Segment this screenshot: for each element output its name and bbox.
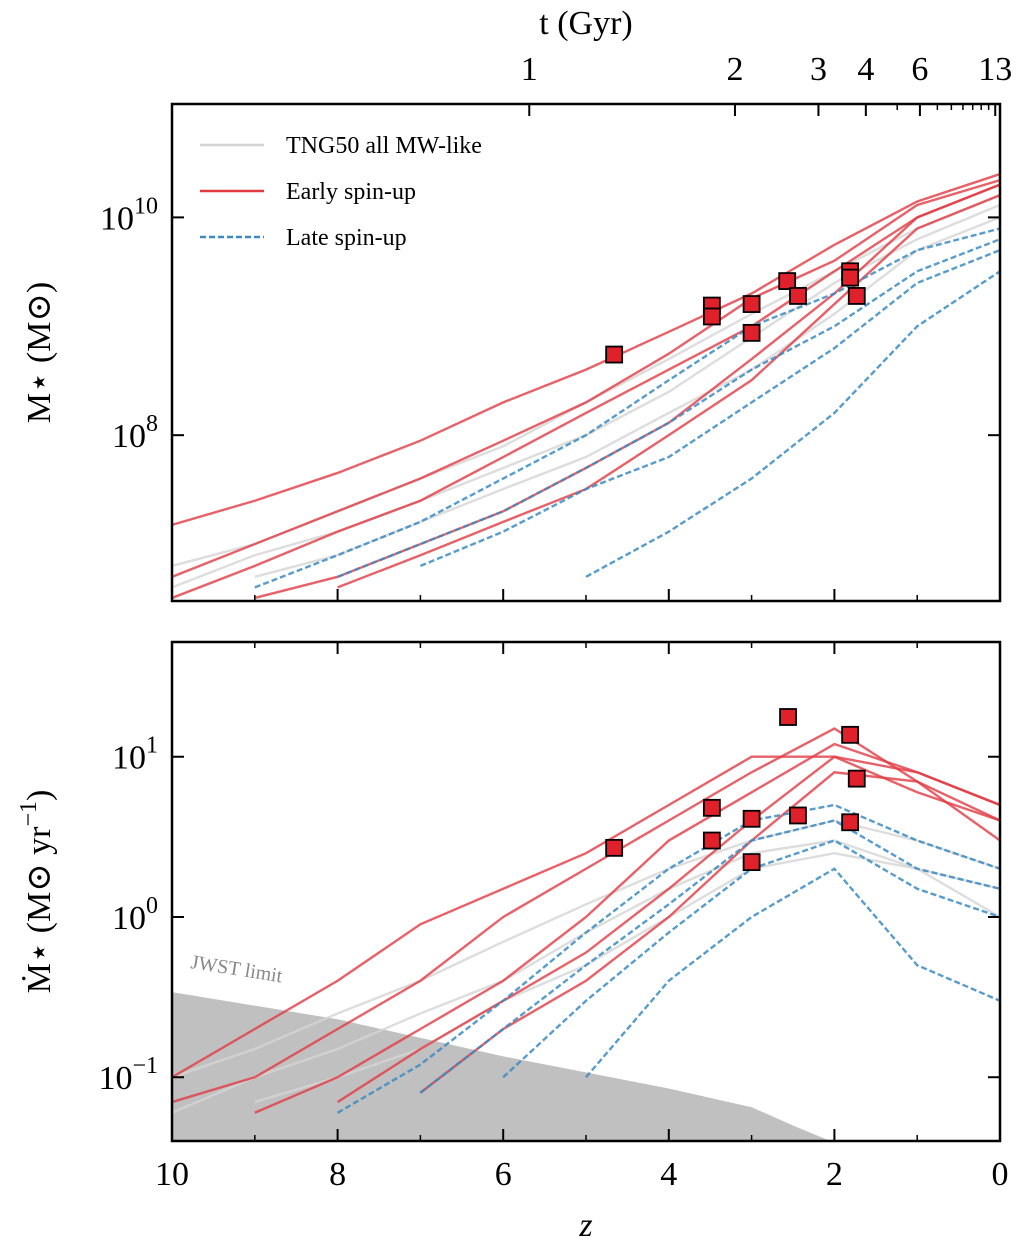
jwst-limit-area bbox=[172, 992, 831, 1141]
legend-label: Late spin-up bbox=[286, 225, 407, 251]
series-line bbox=[254, 851, 1000, 1104]
y-tick-exponent: 10 bbox=[134, 193, 158, 219]
top-x-tick-label: 4 bbox=[857, 51, 874, 88]
spin-up-marker bbox=[847, 287, 866, 305]
top-x-label: t (Gyr) bbox=[539, 5, 632, 42]
top-x-tick-label: 13 bbox=[978, 51, 1012, 88]
series-line bbox=[172, 755, 1000, 1079]
x-axis-label: z bbox=[578, 1207, 592, 1244]
spin-up-marker bbox=[742, 295, 761, 313]
series-line bbox=[337, 194, 1000, 589]
x-tick-label: 8 bbox=[329, 1156, 346, 1193]
legend-label: Early spin-up bbox=[286, 179, 416, 205]
y-tick-label: 108 bbox=[112, 411, 158, 455]
series-line bbox=[585, 867, 1000, 1079]
spin-up-marker bbox=[847, 769, 866, 788]
spin-up-marker bbox=[789, 806, 807, 825]
series-line bbox=[419, 771, 1000, 1094]
y-tick-exponent: −1 bbox=[132, 1053, 158, 1079]
y-label-end: ) bbox=[21, 790, 58, 801]
top-x-tick-label: 2 bbox=[726, 51, 743, 88]
spin-up-marker bbox=[742, 853, 761, 872]
spin-up-marker bbox=[841, 268, 860, 287]
y-tick-label: 101 bbox=[112, 733, 158, 777]
x-tick-label: 10 bbox=[155, 1156, 189, 1193]
legend-label: TNG50 all MW-like bbox=[286, 133, 482, 159]
y-label-main: Ṁ⋆ (M⊙ yr bbox=[21, 826, 58, 994]
x-tick-label: 0 bbox=[992, 1156, 1009, 1193]
series-line bbox=[419, 819, 1000, 1094]
y-tick-exponent: 8 bbox=[146, 411, 158, 437]
plot-area bbox=[172, 727, 1000, 1141]
series-line bbox=[172, 178, 1000, 578]
series-line bbox=[337, 238, 1000, 578]
series-line bbox=[585, 270, 1000, 578]
y-label-sup: −1 bbox=[16, 801, 42, 827]
spin-up-marker bbox=[779, 708, 797, 726]
spin-up-marker bbox=[789, 287, 807, 305]
series-line bbox=[172, 819, 1000, 1079]
top-x-tick-label: 3 bbox=[810, 51, 827, 88]
x-tick-label: 6 bbox=[495, 1156, 512, 1193]
series-line bbox=[172, 203, 1000, 589]
y-tick-base: 10 bbox=[100, 200, 134, 237]
y-tick-base: 10 bbox=[112, 740, 146, 777]
y-tick-label: 100 bbox=[112, 893, 158, 937]
series-line bbox=[336, 755, 1000, 1104]
top-x-tick-label: 6 bbox=[911, 51, 928, 88]
y-tick-base: 10 bbox=[98, 1060, 132, 1097]
y-axis-label: Ṁ⋆ (M⊙ yr−1) bbox=[16, 790, 58, 994]
spin-up-marker bbox=[702, 307, 721, 326]
spin-up-marker bbox=[778, 272, 797, 290]
y-label-main: M⋆ (M⊙) bbox=[21, 282, 58, 423]
spin-up-marker bbox=[605, 838, 624, 857]
x-tick-label: 4 bbox=[660, 1156, 677, 1193]
series-line bbox=[336, 803, 1000, 1114]
series-line bbox=[254, 216, 1000, 579]
plot-area bbox=[172, 172, 1000, 600]
jwst-limit-label: JWST limit bbox=[189, 951, 284, 987]
y-axis-label: M⋆ (M⊙) bbox=[21, 282, 58, 423]
series-line bbox=[254, 742, 1000, 1114]
spin-up-marker bbox=[605, 345, 624, 364]
top-x-tick-label: 1 bbox=[521, 51, 538, 88]
spin-up-marker bbox=[702, 798, 721, 817]
series-line bbox=[172, 183, 1000, 600]
spin-up-marker bbox=[742, 809, 761, 828]
y-tick-exponent: 1 bbox=[146, 733, 158, 759]
spin-up-marker bbox=[841, 813, 860, 832]
spin-up-marker bbox=[742, 323, 761, 342]
y-tick-label: 1010 bbox=[100, 193, 158, 237]
series-line bbox=[502, 839, 1000, 1079]
y-tick-base: 10 bbox=[112, 418, 146, 455]
series-line bbox=[172, 727, 1000, 1104]
spin-up-marker bbox=[841, 725, 860, 744]
series-line bbox=[254, 227, 1000, 589]
spin-up-marker bbox=[702, 831, 721, 850]
y-tick-exponent: 0 bbox=[146, 893, 158, 919]
x-tick-label: 2 bbox=[826, 1156, 843, 1193]
y-tick-base: 10 bbox=[112, 900, 146, 937]
y-tick-label: 10−1 bbox=[98, 1053, 158, 1097]
series-line bbox=[172, 172, 1000, 527]
